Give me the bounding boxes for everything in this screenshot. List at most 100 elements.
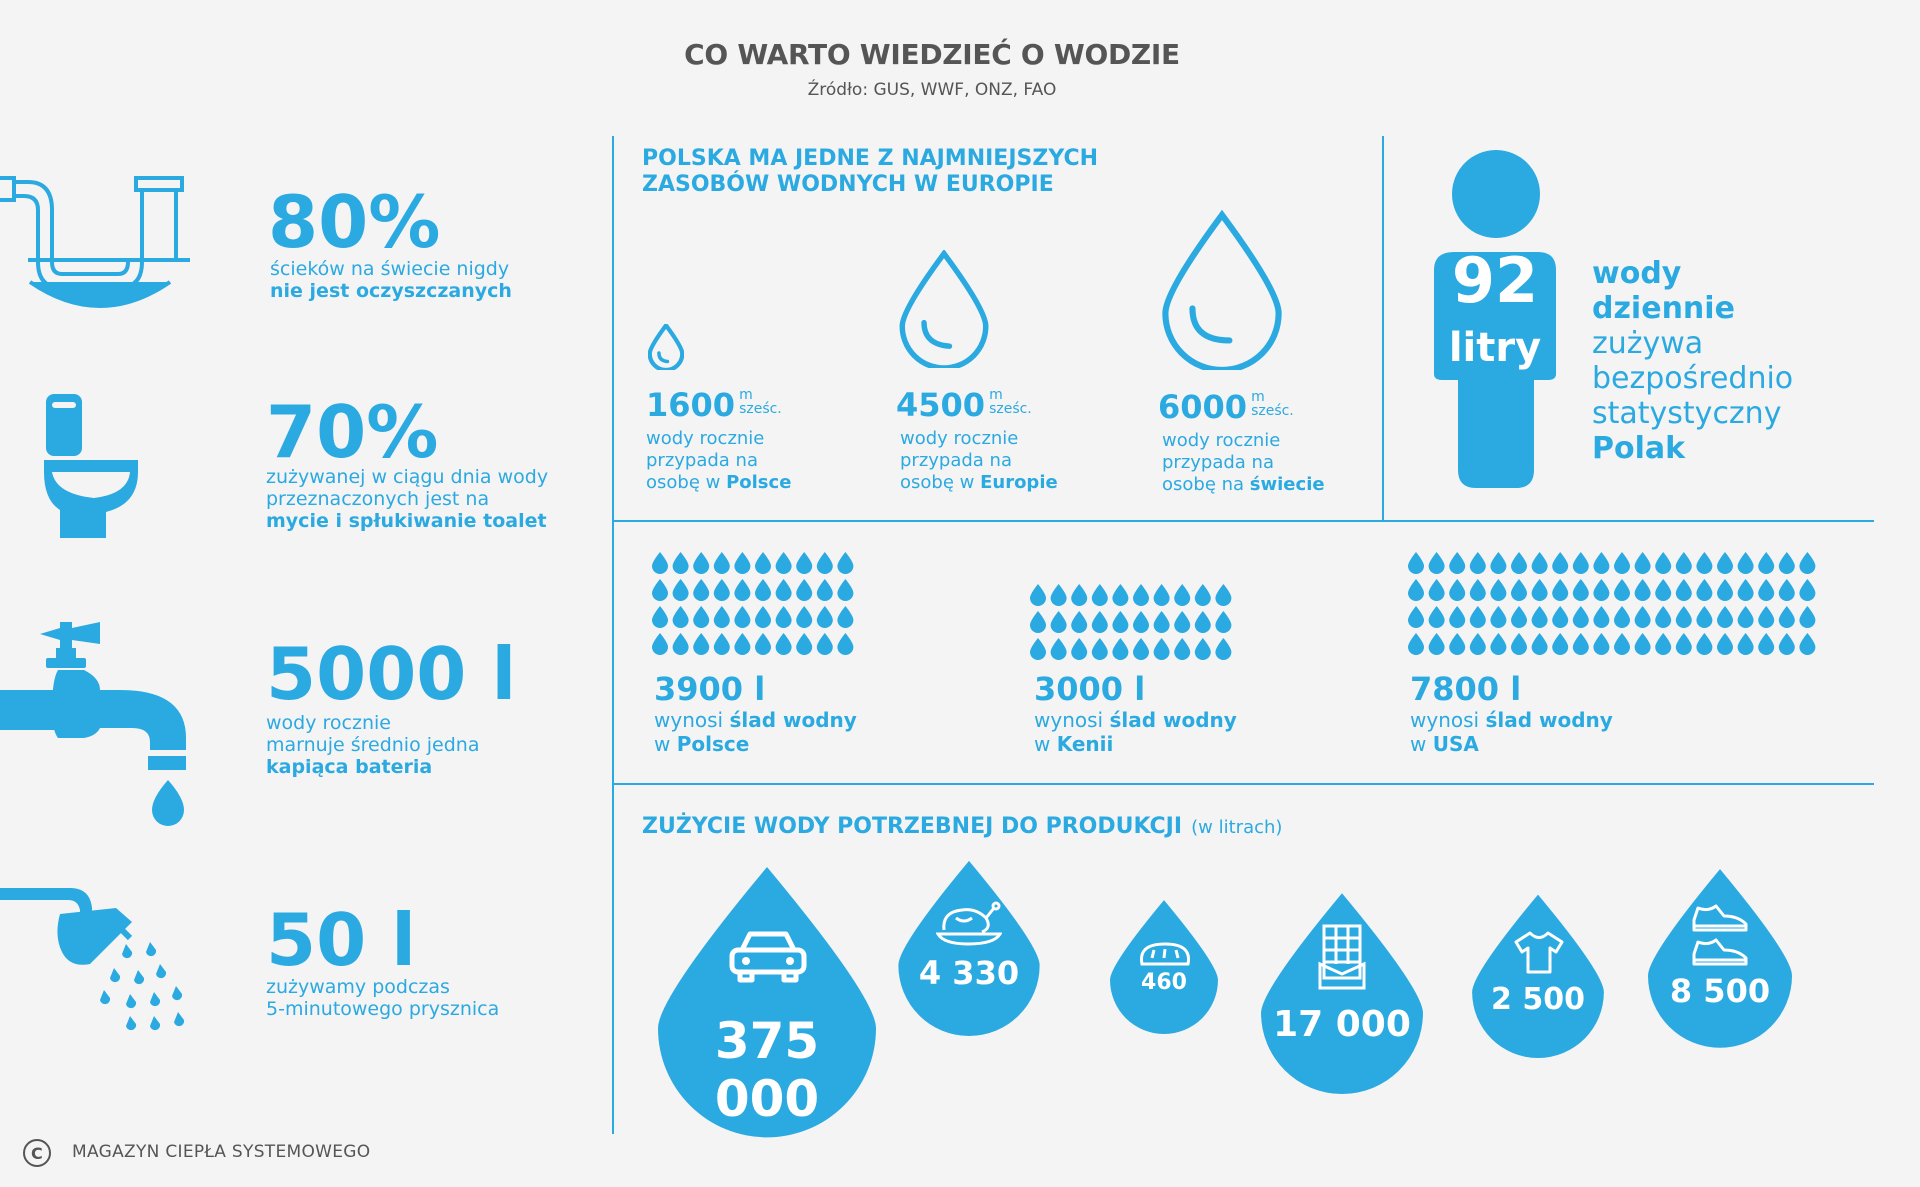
footprint-drop xyxy=(775,633,792,655)
footprint-drop xyxy=(1614,579,1630,601)
resource-prefix: osobę na xyxy=(1162,474,1250,495)
divider-vertical-right xyxy=(1382,136,1384,522)
magazine-logo: C xyxy=(23,1139,51,1167)
footprint-drop xyxy=(1531,579,1548,601)
resource-stat-world: 6000 m sześc. wody rocznie przypada na oso… xyxy=(1158,388,1325,496)
footprint-drop xyxy=(1593,579,1610,601)
footprint-drop xyxy=(1050,638,1067,660)
footprint-drop xyxy=(1428,633,1445,655)
footprint-drops-usa xyxy=(1408,552,1816,655)
footprint-line: w USA xyxy=(1410,732,1613,756)
footprint-drop xyxy=(672,579,689,601)
footprint-drop xyxy=(1675,633,1692,655)
footprint-line: wynosi ślad wodny xyxy=(1034,708,1237,732)
footprint-bold: ślad wodny xyxy=(729,708,857,732)
water-drop-small-icon xyxy=(648,324,684,370)
footprint-drop xyxy=(1593,633,1610,655)
resource-line: osobę na świecie xyxy=(1162,474,1325,496)
footprint-bold: ślad wodny xyxy=(1485,708,1613,732)
unit-bottom: sześc. xyxy=(1251,403,1294,419)
footprint-drop xyxy=(1552,633,1569,655)
footprint-drop xyxy=(734,606,751,628)
stat-value-faucet: 5000 l xyxy=(266,632,517,716)
resource-value: 1600 xyxy=(646,386,736,424)
footprint-drop xyxy=(1758,552,1775,574)
resource-unit: m sześc. xyxy=(1251,390,1294,418)
footprint-drop xyxy=(1799,606,1816,628)
footprint-drop xyxy=(1194,611,1211,633)
footprint-drop xyxy=(1490,633,1507,655)
footprint-drop xyxy=(1490,579,1507,601)
resource-line: wody rocznie xyxy=(900,428,1019,449)
footprint-drop xyxy=(1133,638,1149,660)
production-drop-shoes: 8 500 xyxy=(1648,866,1792,1048)
footprint-drop xyxy=(816,579,833,601)
footprint-drop xyxy=(1215,611,1232,633)
footprint-drop xyxy=(652,606,668,628)
faucet-icon xyxy=(0,622,186,826)
footprint-drop xyxy=(1655,579,1672,601)
stat-bold-line: mycie i spłukiwanie toalet xyxy=(266,510,547,532)
footprint-drop xyxy=(1469,606,1486,628)
footprint-drop xyxy=(1717,606,1733,628)
footprint-prefix: wynosi xyxy=(1410,708,1486,732)
footprint-drop xyxy=(1071,584,1088,606)
stat-line: marnuje średnio jedna xyxy=(266,734,480,756)
production-value: 2 500 xyxy=(1491,982,1585,1017)
divider-horizontal-2 xyxy=(612,783,1874,785)
footprint-drop xyxy=(1552,552,1569,574)
resources-heading-line: POLSKA MA JEDNE Z NAJMNIEJSZYCH xyxy=(642,146,1099,171)
footprint-drop xyxy=(775,579,792,601)
source-note: Źródło: GUS, WWF, ONZ, FAO xyxy=(807,80,1057,100)
footprint-drop xyxy=(1572,606,1589,628)
footprint-drop xyxy=(1408,606,1424,628)
footprint-drop xyxy=(755,606,771,628)
production-drop-tshirt: 2 500 xyxy=(1472,892,1604,1058)
footprint-value: 7800 l xyxy=(1410,670,1522,708)
footprint-drop xyxy=(1112,584,1129,606)
tshirt-icon xyxy=(1514,931,1564,974)
footprint-drop xyxy=(1655,633,1672,655)
footprint-drop xyxy=(1112,611,1129,633)
footprint-drop xyxy=(1717,633,1733,655)
footprint-drop xyxy=(1153,584,1170,606)
person-line: wody xyxy=(1592,256,1682,291)
stat-line: ścieków na świecie nigdy xyxy=(270,258,510,280)
unit-bottom: sześc. xyxy=(989,401,1032,417)
footprint-drop xyxy=(1511,579,1527,601)
footprint-drop xyxy=(1655,552,1672,574)
resource-stat-europe: 4500 m sześc. wody rocznie przypada na oso… xyxy=(896,386,1058,494)
footprint-drop xyxy=(1531,606,1548,628)
footprint-drop xyxy=(1071,611,1088,633)
footprint-drop xyxy=(1614,606,1630,628)
divider-vertical-main xyxy=(612,136,614,1134)
footprint-drop xyxy=(837,633,854,655)
footprint-drop xyxy=(1634,579,1651,601)
stat-bold-line: kapiąca bateria xyxy=(266,756,433,778)
footprint-drop xyxy=(1696,633,1713,655)
footprint-line: wynosi ślad wodny xyxy=(654,708,857,732)
footprint-drop xyxy=(1469,633,1486,655)
stat-value-shower: 50 l xyxy=(266,898,416,982)
footprint-drop xyxy=(1799,579,1816,601)
resource-line: osobę w Europie xyxy=(900,472,1058,494)
resource-desc: wody rocznie przypada na osobę w Europie xyxy=(900,428,1058,494)
footprint-drop xyxy=(1428,579,1445,601)
resource-line: przypada na xyxy=(900,450,1012,471)
resource-desc: wody rocznie przypada na osobę w Polsce xyxy=(646,428,791,494)
stat-text-faucet: wody rocznie marnuje średnio jedna kapią… xyxy=(266,712,479,778)
resource-prefix: osobę w xyxy=(646,472,727,493)
footprint-value: 3000 l xyxy=(1034,670,1146,708)
shoes-icon xyxy=(1692,904,1748,966)
footprint-place-prefix: w xyxy=(1034,732,1057,756)
footprint-drop xyxy=(1696,552,1713,574)
footprint-drop xyxy=(693,552,710,574)
footprint-drop xyxy=(1511,606,1527,628)
footprint-bold: ślad wodny xyxy=(1109,708,1237,732)
footprint-drop xyxy=(1696,606,1713,628)
footprint-drop xyxy=(1408,552,1424,574)
footprint-drop xyxy=(1194,638,1211,660)
footprint-drop xyxy=(1174,638,1191,660)
production-value: 460 xyxy=(1141,970,1187,995)
drop-shape xyxy=(1472,894,1604,1058)
